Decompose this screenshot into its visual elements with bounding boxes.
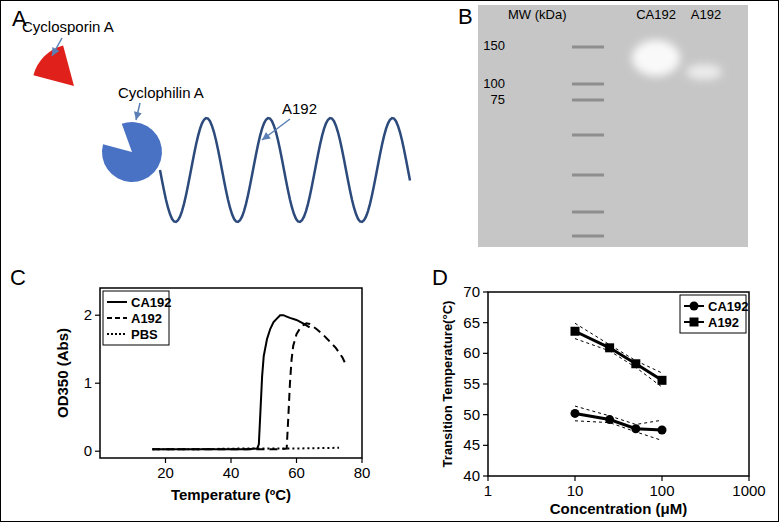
ladder-band <box>572 134 604 137</box>
data-point <box>571 327 580 336</box>
legend-line <box>107 301 127 303</box>
arrow-line <box>52 38 62 56</box>
legend-marker <box>690 302 699 311</box>
gel-marker-title: MW (kDa) <box>508 7 567 22</box>
series-line <box>575 331 662 380</box>
x-tick-label: 60 <box>288 464 305 481</box>
plot-frame <box>100 288 362 458</box>
ladder-band <box>572 83 604 86</box>
x-axis-title: Temperature (ºC) <box>171 486 291 503</box>
cyclosporin-wedge <box>33 45 74 86</box>
legend-marker <box>690 318 699 327</box>
diagram-label: Cyclosporin A <box>22 18 114 35</box>
ladder-band <box>572 211 604 214</box>
y-tick-label: 0 <box>84 442 92 459</box>
y-tick-label: 60 <box>463 344 480 361</box>
ci-upper-line <box>575 323 662 373</box>
x-axis-title: Concentration (μM) <box>550 500 688 517</box>
plot-data <box>571 323 667 440</box>
ladder-band <box>572 235 604 238</box>
y-tick-label: 50 <box>463 406 480 423</box>
plot-data <box>152 315 345 449</box>
series-line <box>152 323 345 449</box>
y-tick-label: 55 <box>463 375 480 392</box>
ladder-band <box>572 46 604 49</box>
plot-frame <box>488 292 749 476</box>
cyclophilin-shape <box>102 122 162 182</box>
x-tick-label: 40 <box>223 464 240 481</box>
legend-label: CA192 <box>131 295 171 310</box>
x-tick-label: 100 <box>649 482 674 499</box>
x-tick-label: 1000 <box>732 482 765 499</box>
data-point <box>631 359 640 368</box>
a192-chain <box>160 118 410 222</box>
arrow-head <box>262 132 271 140</box>
diagram-label: Cyclophilin A <box>118 84 204 101</box>
y-tick-label: 70 <box>463 283 480 300</box>
y-axis-title: OD350 (Abs) <box>54 328 71 418</box>
series-line <box>575 413 662 430</box>
x-tick-label: 1 <box>484 482 492 499</box>
gel-background <box>478 5 748 247</box>
panel-label: B <box>458 4 473 29</box>
gel-lane-label: CA192 <box>636 7 676 22</box>
data-point <box>658 426 667 435</box>
legend-label: A192 <box>131 311 162 326</box>
legend: CA192A192 <box>680 295 748 333</box>
diagram-label: A192 <box>282 100 317 117</box>
legend-line <box>107 317 127 319</box>
ca192-band <box>632 40 680 76</box>
gel-marker-label: 75 <box>491 92 505 107</box>
data-point <box>571 409 580 418</box>
x-tick-label: 80 <box>354 464 371 481</box>
x-tick-label: 20 <box>157 464 174 481</box>
y-tick-label: 65 <box>463 314 480 331</box>
gel-lane-label: A192 <box>691 7 721 22</box>
data-point <box>605 415 614 424</box>
legend: CA192A192PBS <box>103 291 171 345</box>
arrow-line <box>262 119 290 140</box>
figure: Cyclosporin ACyclophilin AA192MW (kDa)15… <box>0 0 779 522</box>
arrow-head <box>52 47 59 56</box>
y-tick-label: 1 <box>84 374 92 391</box>
y-tick-label: 40 <box>463 467 480 484</box>
y-axis-title: Transition Temperature(°C) <box>440 301 455 468</box>
legend-label: PBS <box>131 327 158 342</box>
ladder-band <box>572 174 604 177</box>
arrow-head <box>134 111 142 120</box>
data-point <box>605 343 614 352</box>
panel-label: A <box>12 6 27 31</box>
series-line <box>152 448 339 449</box>
data-point <box>658 376 667 385</box>
y-tick-label: 45 <box>463 436 480 453</box>
data-point <box>631 424 640 433</box>
a192-band <box>686 64 722 80</box>
y-tick-label: 2 <box>84 306 92 323</box>
panel-label: D <box>432 265 448 290</box>
series-line <box>152 315 309 449</box>
legend-label: A192 <box>708 315 739 330</box>
legend-line <box>107 333 127 335</box>
figure-frame <box>1 1 779 522</box>
panel-label: C <box>10 265 26 290</box>
gel-marker-label: 150 <box>483 38 505 53</box>
ladder-band <box>572 99 604 102</box>
legend-label: CA192 <box>708 299 748 314</box>
gel-marker-label: 100 <box>483 76 505 91</box>
ci-lower-line <box>575 339 662 387</box>
x-tick-label: 10 <box>567 482 584 499</box>
